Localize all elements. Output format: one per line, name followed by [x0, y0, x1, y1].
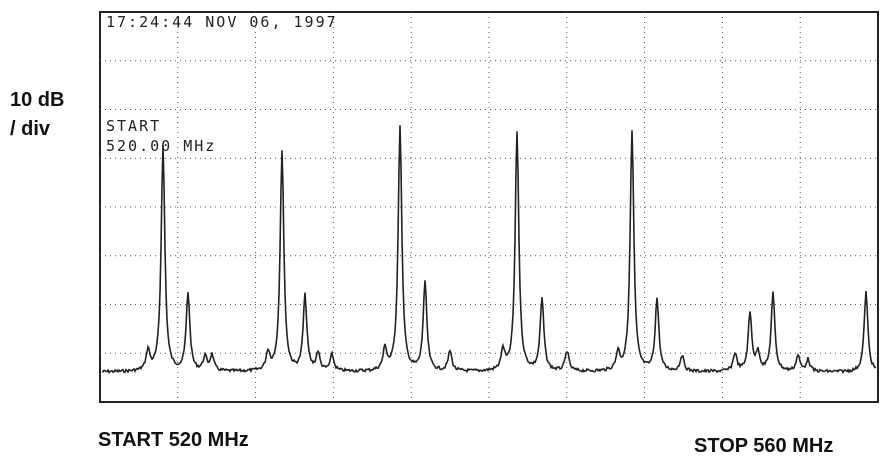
marker-label: START	[106, 117, 161, 135]
start-label: START 520 MHz	[98, 429, 249, 451]
timestamp: 17:24:44 NOV 06, 1997	[106, 13, 338, 31]
spectrum-trace	[101, 125, 877, 375]
scale-line2: / div	[10, 118, 51, 140]
scale-line1: 10 dB	[10, 89, 64, 111]
stop-label: STOP 560 MHz	[694, 435, 833, 457]
grid	[100, 12, 878, 402]
marker-value: 520.00 MHz	[106, 137, 216, 155]
